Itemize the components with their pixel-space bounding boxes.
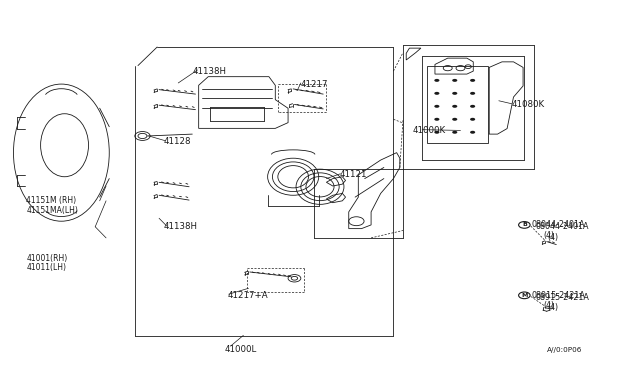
Text: 08915-2421A: 08915-2421A	[536, 293, 589, 302]
Circle shape	[470, 118, 475, 121]
Circle shape	[435, 105, 440, 108]
Text: 41217: 41217	[301, 80, 328, 89]
Text: 41138H: 41138H	[164, 222, 198, 231]
Circle shape	[452, 79, 458, 82]
Text: 41000K: 41000K	[413, 126, 445, 135]
Circle shape	[470, 131, 475, 134]
Text: 08044-2401A: 08044-2401A	[531, 221, 585, 230]
Circle shape	[452, 131, 458, 134]
Text: 41151M (RH): 41151M (RH)	[26, 196, 76, 205]
Circle shape	[452, 118, 458, 121]
Text: 41011(LH): 41011(LH)	[26, 263, 66, 272]
Text: 08915-2421A: 08915-2421A	[531, 291, 585, 300]
Text: 08044-2401A: 08044-2401A	[536, 222, 589, 231]
Text: (4): (4)	[547, 303, 559, 312]
Text: M: M	[521, 293, 527, 298]
Text: 41001(RH): 41001(RH)	[26, 254, 67, 263]
Text: 41000L: 41000L	[224, 344, 257, 353]
Bar	[428, 65, 488, 143]
Circle shape	[435, 92, 440, 95]
Circle shape	[470, 105, 475, 108]
Text: 41217+A: 41217+A	[227, 291, 268, 300]
Circle shape	[470, 92, 475, 95]
Text: (4): (4)	[547, 232, 559, 242]
Text: (4): (4)	[543, 231, 554, 240]
Circle shape	[435, 131, 440, 134]
Text: 41080K: 41080K	[511, 100, 545, 109]
Text: 41138H: 41138H	[192, 67, 227, 76]
Circle shape	[435, 118, 440, 121]
Circle shape	[452, 105, 458, 108]
Circle shape	[452, 92, 458, 95]
Text: 41151MA(LH): 41151MA(LH)	[26, 206, 78, 215]
Text: 41121: 41121	[339, 170, 367, 179]
Circle shape	[435, 79, 440, 82]
Text: A//0:0P06: A//0:0P06	[547, 347, 582, 353]
Circle shape	[470, 79, 475, 82]
Text: 41128: 41128	[164, 137, 191, 146]
Text: (4): (4)	[543, 301, 554, 310]
Text: B: B	[522, 222, 527, 227]
